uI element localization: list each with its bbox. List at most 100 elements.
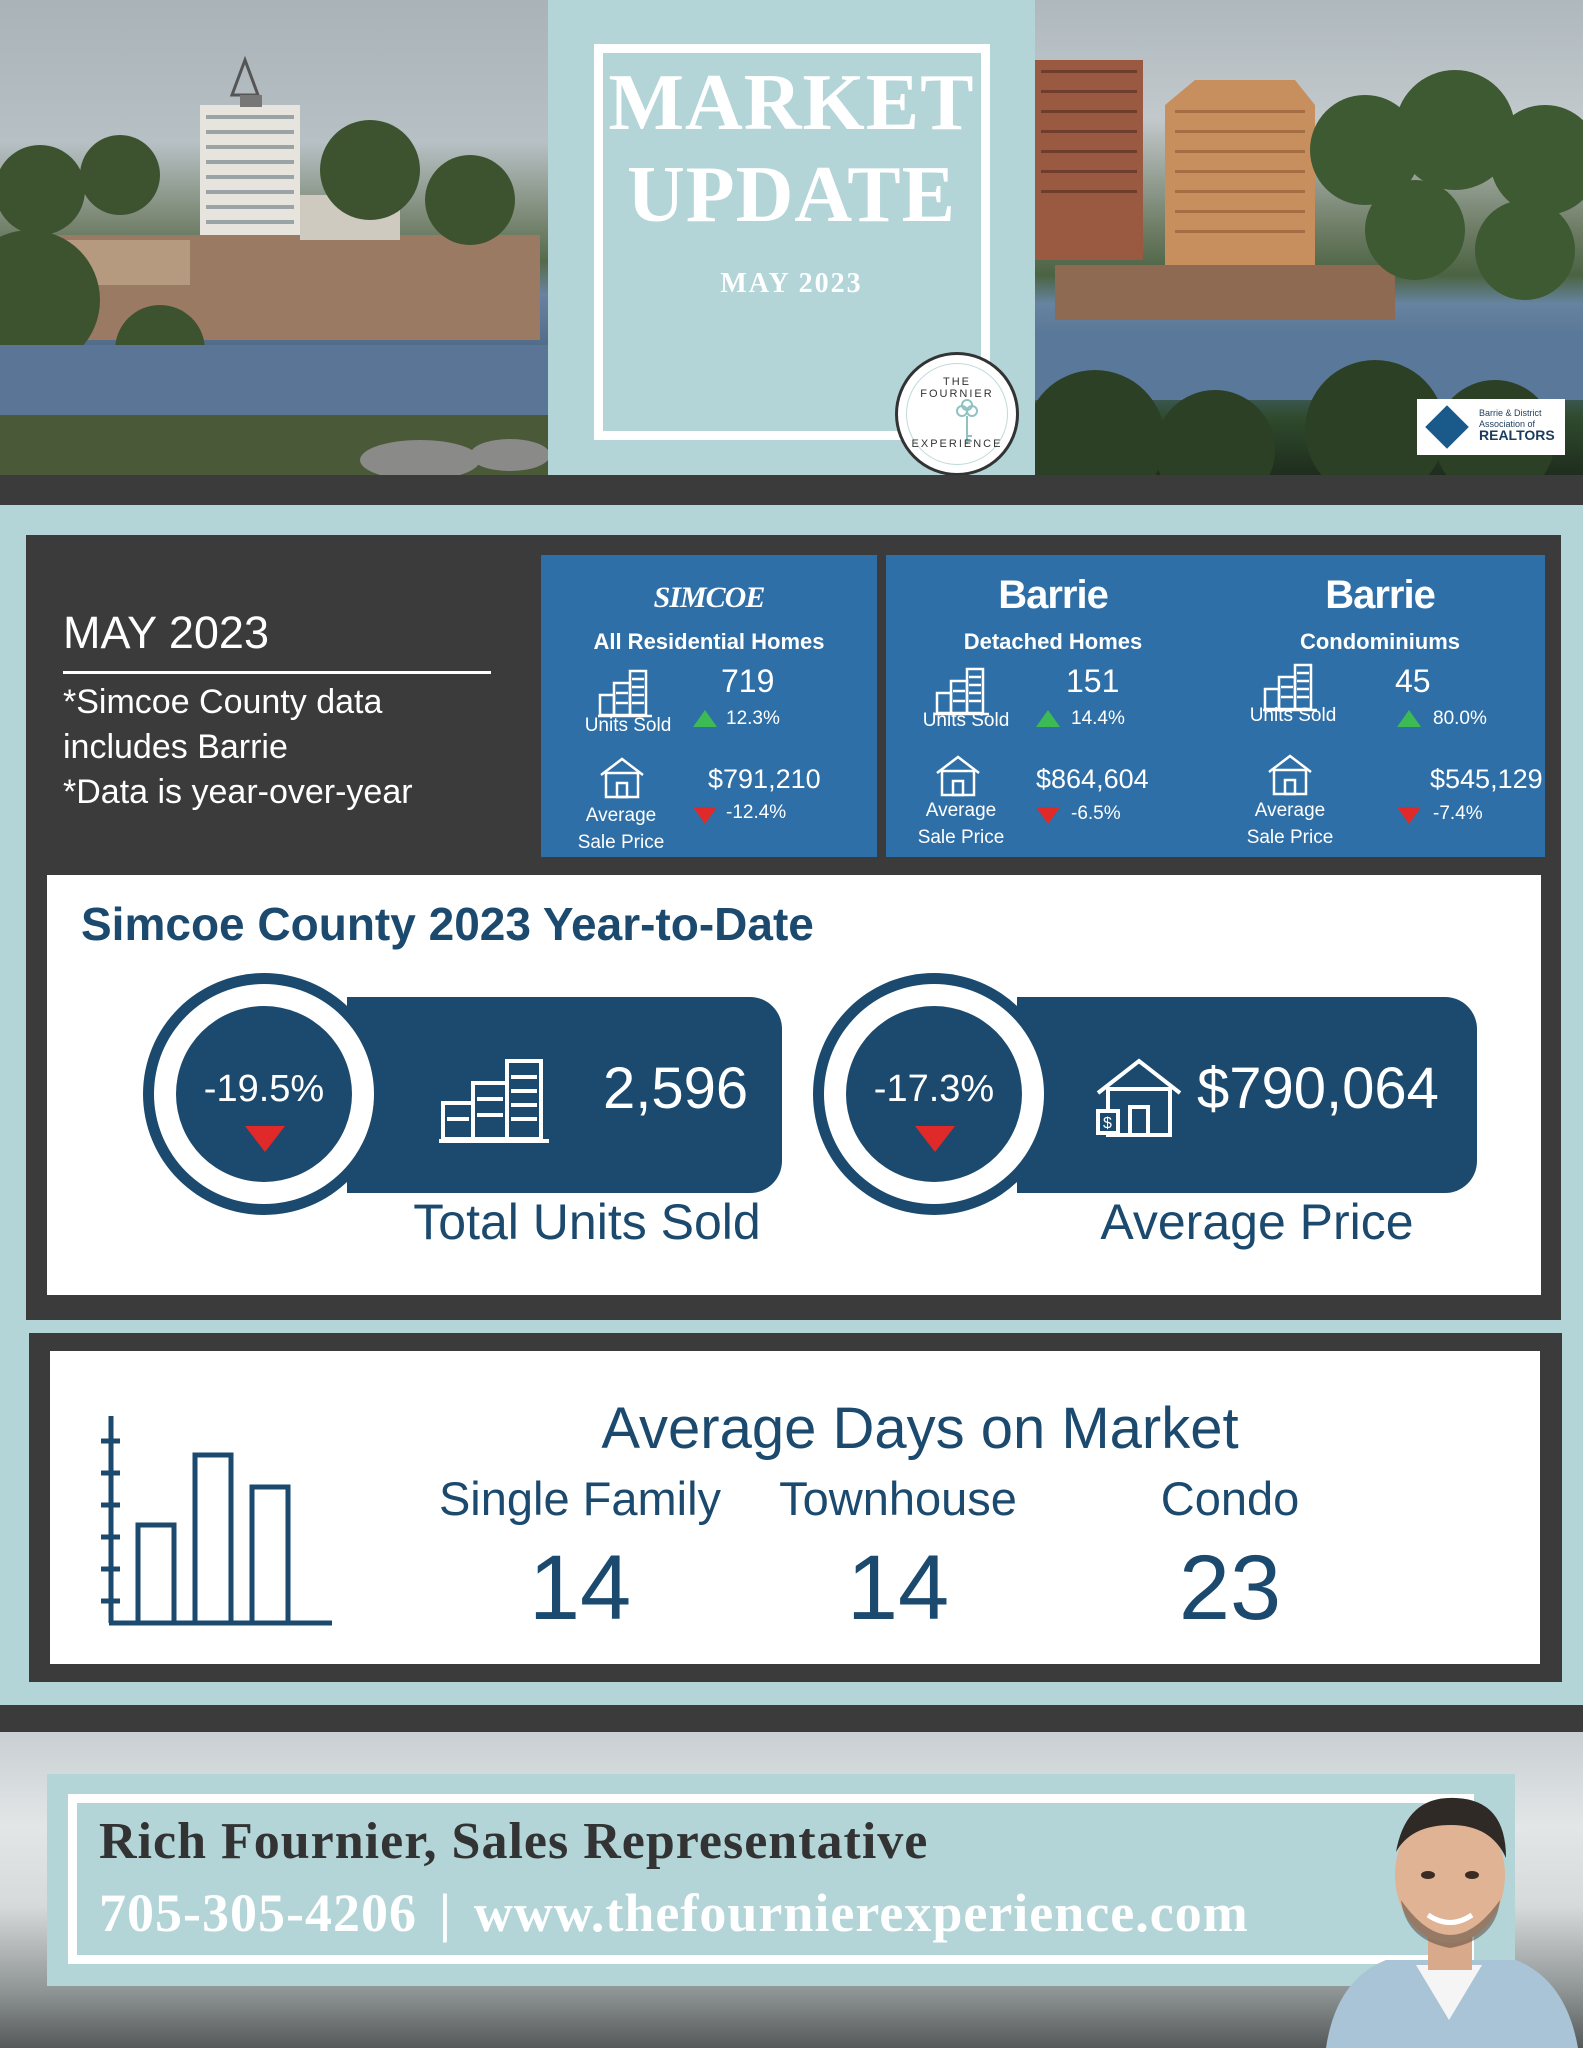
units-change: 14.4% — [1071, 708, 1125, 729]
barrie-waterfront-photo-left — [0, 0, 548, 475]
key-icon — [956, 399, 978, 444]
units-sold-label: Units Sold — [1249, 705, 1337, 726]
dom-townhouse: Townhouse 14 — [748, 1471, 1048, 1638]
average-price-value: $791,210 — [708, 764, 821, 794]
svg-text:$: $ — [1103, 1115, 1112, 1132]
intro-note-line: *Simcoe County data — [63, 683, 383, 721]
buildings-icon — [598, 669, 652, 718]
stat-card-barrie-detached: Barrie Detached Homes Units Sold 151 14.… — [886, 555, 1220, 857]
price-ytd-caption: Average Price — [1100, 1194, 1414, 1250]
house-icon — [1268, 754, 1312, 796]
monthly-stats-section: MAY 2023 *Simcoe County data includes Ba… — [26, 535, 1561, 1320]
price-change: -12.4% — [726, 802, 787, 823]
units-ytd-caption: Total Units Sold — [413, 1194, 761, 1250]
units-pill — [347, 997, 782, 1193]
average-price-value: $545,129 — [1430, 764, 1543, 794]
down-arrow-icon — [915, 1126, 955, 1152]
house-icon — [600, 757, 644, 799]
dom-condo: Condo 23 — [1080, 1471, 1380, 1638]
card-subtitle: All Residential Homes — [593, 629, 825, 654]
dark-divider-band — [0, 475, 1583, 505]
units-ytd-value: 2,596 — [603, 1056, 749, 1121]
seal-bottom-text: EXPERIENCE — [911, 438, 1003, 450]
price-change: -6.5% — [1071, 803, 1121, 824]
buildings-icon — [935, 667, 989, 716]
intro-note-line: includes Barrie — [63, 728, 288, 766]
contact-separator: | — [438, 1883, 452, 1943]
up-arrow-icon — [1397, 710, 1421, 727]
contact-line: 705-305-4206 | www.thefournierexperience.c… — [99, 1882, 1249, 1944]
card-subtitle: Condominiums — [1299, 629, 1461, 654]
association-big: REALTORS — [1479, 427, 1555, 443]
units-ytd-change: -19.5% — [203, 1068, 325, 1110]
units-sold-label: Units Sold — [922, 710, 1010, 731]
dom-value: 14 — [846, 1537, 950, 1639]
down-arrow-icon — [1036, 807, 1060, 824]
header: MARKET UPDATE MAY 2023 THE FOURNIER — [0, 0, 1583, 476]
agent-name: Rich Fournier, Sales Representative — [99, 1813, 929, 1870]
association-small: Barrie & District — [1479, 408, 1542, 418]
phone-number[interactable]: 705-305-4206 — [99, 1883, 417, 1943]
house-price-icon: $ — [1096, 1058, 1182, 1137]
units-change-ring: -19.5% — [143, 973, 385, 1215]
agent-portrait-photo — [1326, 1797, 1578, 2048]
price-ytd-change: -17.3% — [873, 1068, 995, 1110]
realtor-association-text: Barrie & District Association of REALTOR… — [1479, 408, 1555, 443]
realtor-association-logo: Barrie & District Association of REALTOR… — [1417, 399, 1565, 455]
units-change: 80.0% — [1433, 708, 1487, 729]
barrie-logo: Barrie — [998, 573, 1109, 617]
average-sale-price-label: Average Sale Price — [1246, 800, 1334, 848]
dom-label: Condo — [1160, 1472, 1300, 1525]
dom-value: 23 — [1178, 1537, 1282, 1639]
buildings-icon — [1263, 663, 1317, 712]
price-ytd-value: $790,064 — [1197, 1056, 1439, 1121]
association-mid: Association of — [1479, 419, 1536, 429]
average-sale-price-label: Average Sale Price — [917, 800, 1005, 848]
card-subtitle: Detached Homes — [963, 629, 1143, 654]
price-pill — [1017, 997, 1477, 1193]
dom-label: Townhouse — [779, 1472, 1017, 1525]
seal-inner-ring: THE FOURNIER EXPERIENCE — [906, 363, 1008, 465]
seal-top-text: THE FOURNIER — [920, 376, 994, 400]
title-line-2: UPDATE — [627, 151, 956, 239]
units-sold-label: Units Sold — [584, 715, 672, 736]
simcoe-logo: SIMCOE — [653, 581, 766, 614]
barrie-logo: Barrie — [1325, 573, 1436, 617]
days-on-market-title: Average Days on Market — [601, 1396, 1239, 1461]
units-sold-value: 719 — [721, 663, 775, 699]
dark-divider-band — [0, 1705, 1583, 1732]
dom-label: Single Family — [438, 1472, 722, 1525]
units-sold-value: 45 — [1395, 663, 1431, 699]
stat-card-barrie-condos: Barrie Condominiums Units Sold 45 80.0% … — [1215, 555, 1545, 857]
ytd-panel: Simcoe County 2023 Year-to-Date -19.5% 2… — [47, 875, 1541, 1295]
average-price-value: $864,604 — [1036, 764, 1149, 794]
buildings-icon — [439, 1059, 549, 1143]
dom-single-family: Single Family 14 — [430, 1471, 730, 1638]
dom-value: 14 — [528, 1537, 632, 1639]
intro-block: MAY 2023 *Simcoe County data includes Ba… — [63, 605, 491, 815]
down-arrow-icon — [245, 1126, 285, 1152]
up-arrow-icon — [1036, 710, 1060, 727]
ytd-title: Simcoe County 2023 Year-to-Date — [81, 898, 814, 950]
intro-title: MAY 2023 — [63, 605, 491, 674]
days-on-market-section: Average Days on Market Single Family 14 … — [29, 1333, 1562, 1682]
down-arrow-icon — [693, 807, 717, 824]
price-change-ring: -17.3% — [813, 973, 1055, 1215]
down-arrow-icon — [1397, 807, 1421, 824]
intro-note: *Simcoe County data includes Barrie *Dat… — [63, 680, 491, 815]
contact-card: Rich Fournier, Sales Representative 705-… — [47, 1774, 1515, 1986]
fournier-experience-seal: THE FOURNIER EXPERIENCE — [895, 352, 1019, 476]
average-sale-price-label: Average Sale Price — [577, 805, 665, 853]
title-frame — [594, 44, 990, 440]
barrie-waterfront-photo-right — [1035, 0, 1583, 475]
up-arrow-icon — [693, 710, 717, 727]
footer: Rich Fournier, Sales Representative 705-… — [0, 1732, 1583, 2048]
website-link[interactable]: www.thefournierexperience.com — [473, 1883, 1249, 1943]
units-change: 12.3% — [726, 708, 780, 729]
days-on-market-panel: Average Days on Market Single Family 14 … — [50, 1351, 1540, 1664]
intro-note-line: *Data is year-over-year — [63, 773, 413, 811]
title-date: MAY 2023 — [720, 268, 863, 299]
title-line-1: MARKET — [608, 59, 975, 147]
stat-card-simcoe: SIMCOE All Residential Homes Units Sold … — [541, 555, 877, 857]
units-sold-value: 151 — [1066, 663, 1120, 699]
